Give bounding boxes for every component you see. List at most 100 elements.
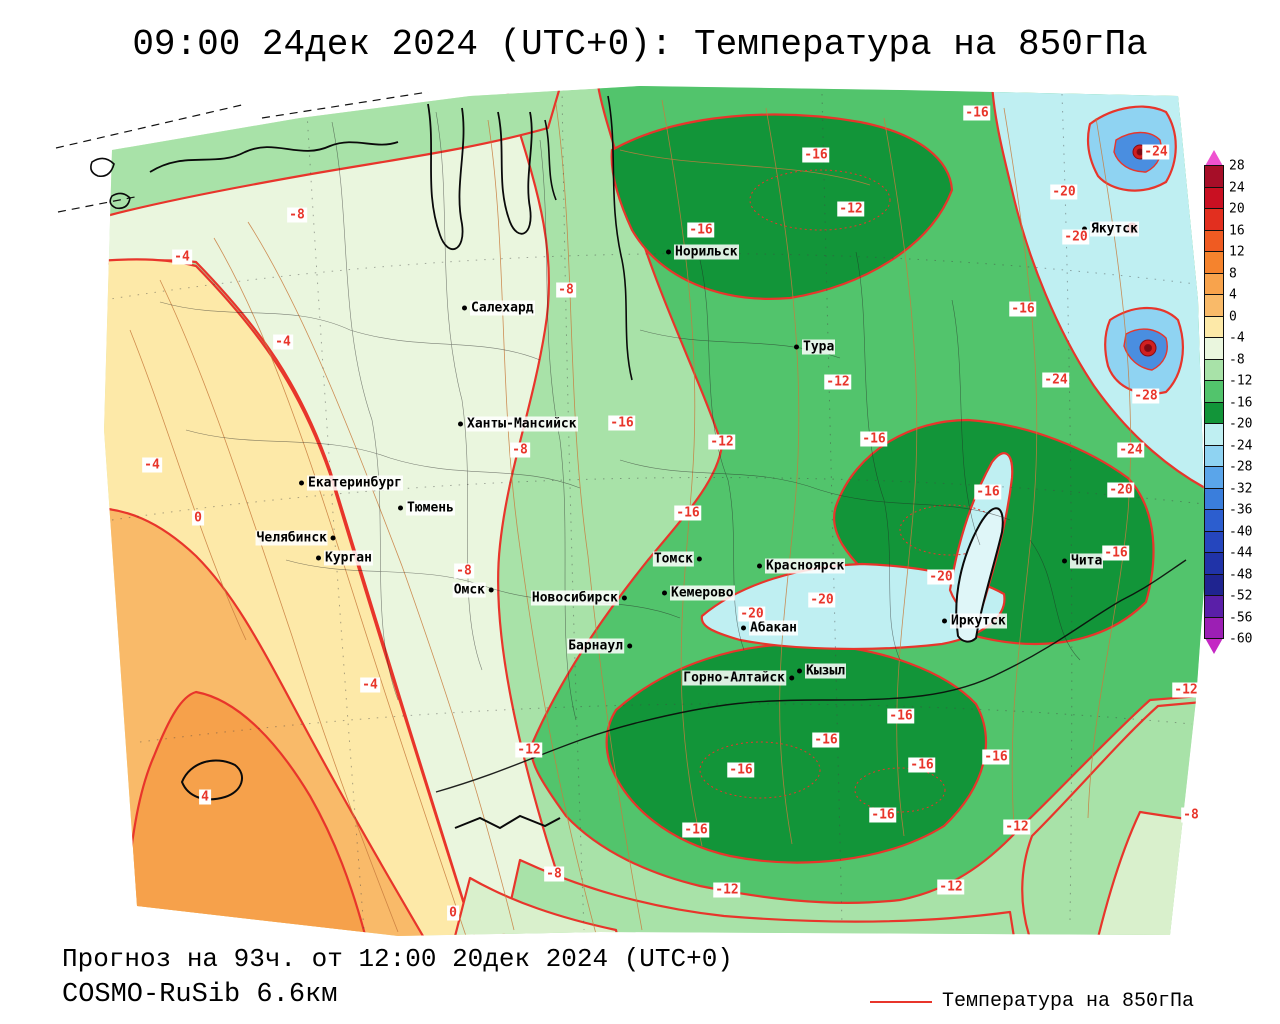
colorbar-cell <box>1205 402 1223 424</box>
colorbar-tick-label: 24 <box>1229 180 1245 195</box>
city-marker: Кемерово <box>662 585 735 601</box>
temp-contour-label: -24 <box>1142 144 1170 160</box>
city-marker: Абакан <box>741 620 798 636</box>
colorbar-cell <box>1205 252 1223 274</box>
coastline-layer <box>90 95 1004 830</box>
city-label: Абакан <box>749 620 798 636</box>
colorbar-tick-label: -32 <box>1229 481 1253 496</box>
temp-contour-label: 0 <box>447 905 459 921</box>
temp-contour-label: -12 <box>837 201 865 217</box>
colorbar-tick-label: 16 <box>1229 223 1245 238</box>
city-marker: Якутск <box>1082 221 1139 237</box>
city-label: Иркутск <box>950 613 1007 629</box>
temp-contour-label: -12 <box>1172 682 1200 698</box>
city-dot <box>1082 226 1087 232</box>
city-marker: Ханты-Мансийск <box>458 416 578 432</box>
city-dot <box>299 480 304 486</box>
city-marker: Челябинск <box>255 530 336 546</box>
colorbar-tick-label: -8 <box>1229 352 1245 367</box>
colorbar-cell <box>1205 187 1223 209</box>
temp-contour-label: -20 <box>808 592 836 608</box>
colorbar-tick-label: -12 <box>1229 373 1253 389</box>
colorbar-cell <box>1205 209 1223 231</box>
temp-contour-label: -20 <box>1062 229 1090 245</box>
colorbar-cell <box>1205 338 1223 360</box>
city-label: Горно-Алтайск <box>682 670 786 686</box>
city-marker: Томск <box>652 551 702 567</box>
city-marker: Норильск <box>666 244 739 260</box>
colorbar-tick-label: -48 <box>1229 567 1253 582</box>
colorbar-tick-label: 28 <box>1229 158 1245 174</box>
city-label: Кемерово <box>670 585 735 601</box>
zone-pale-green <box>104 86 584 936</box>
colorbar-tick-label: -4 <box>1229 330 1245 346</box>
city-label: Екатеринбург <box>307 475 403 491</box>
city-marker: Тюмень <box>398 500 455 516</box>
city-label: Новосибирск <box>530 590 619 606</box>
city-label: Чита <box>1070 553 1104 569</box>
colorbar-tick-label: 8 <box>1229 266 1237 281</box>
temp-contour-label: -20 <box>1107 482 1135 498</box>
city-dot <box>666 249 671 255</box>
city-label: Кызыл <box>805 663 847 679</box>
city-dot <box>627 643 632 649</box>
temp-contour-label: -12 <box>1003 819 1031 835</box>
city-dot <box>458 421 463 427</box>
temp-contour-label: -20 <box>738 606 766 622</box>
temp-contour-label: 4 <box>199 789 211 805</box>
city-dot <box>331 535 336 541</box>
legend-line-sample <box>869 1000 932 1003</box>
city-marker: Екатеринбург <box>299 475 403 491</box>
colorbar-tick-label: -28 <box>1229 459 1253 475</box>
colorbar-cell <box>1205 381 1223 403</box>
colorbar-cell <box>1205 596 1223 618</box>
colorbar-cell <box>1205 574 1223 596</box>
temp-contour-label: -16 <box>1102 545 1130 561</box>
legend: Температура на 850гПа <box>869 990 1194 1013</box>
zone-cyan-northeast <box>990 86 1206 500</box>
colorbar-cell <box>1205 445 1223 467</box>
temp-contour-label: -20 <box>1050 184 1078 200</box>
city-dot <box>697 556 702 562</box>
city-marker: Кызыл <box>797 663 847 679</box>
colorbar-tick-label: -16 <box>1229 395 1253 410</box>
city-label: Курган <box>324 550 373 566</box>
temp-contour-label: -16 <box>869 807 897 823</box>
temp-contour-label: -8 <box>287 207 307 223</box>
colorbar-cell <box>1205 553 1223 575</box>
city-label: Челябинск <box>255 530 328 546</box>
temp-contour-label: -4 <box>273 334 293 350</box>
temp-contour-label: -12 <box>713 882 741 898</box>
city-dot <box>398 505 403 511</box>
city-dot <box>1062 558 1067 564</box>
city-marker: Курган <box>316 550 373 566</box>
temp-contour-label: -16 <box>727 762 755 778</box>
temp-contour-label: -12 <box>824 374 852 390</box>
temp-contour-label: -4 <box>360 677 380 693</box>
colorbar-tick-label: 12 <box>1229 244 1245 260</box>
colorbar-cell <box>1205 316 1223 338</box>
colorbar-cell <box>1205 467 1223 489</box>
zone-bottom-light-green <box>498 858 1018 936</box>
colorbar-cell <box>1205 359 1223 381</box>
city-dot <box>794 344 799 350</box>
city-label: Тура <box>802 339 836 355</box>
colorbar-tick-label: 4 <box>1229 287 1237 303</box>
colorbar-tick-label: -60 <box>1229 631 1253 647</box>
colorbar-arrow-down <box>1205 638 1223 654</box>
colorbar-tick-label: -24 <box>1229 438 1253 453</box>
colorbar-arrow-up <box>1205 150 1223 166</box>
city-label: Салехард <box>470 300 535 316</box>
graticule-dotted <box>104 87 1205 931</box>
city-dot <box>489 587 494 593</box>
colorbar-tick-label: -20 <box>1229 416 1253 432</box>
city-marker: Новосибирск <box>530 590 627 606</box>
city-dot <box>462 305 467 311</box>
city-dot <box>789 675 794 681</box>
temp-contour-label: -16 <box>982 749 1010 765</box>
legend-label: Температура на 850гПа <box>941 990 1194 1013</box>
city-marker: Красноярск <box>757 558 846 574</box>
city-marker: Салехард <box>462 300 535 316</box>
colorbar: 28 24 20 16 12 8 4 0 -4 -8 -12 -16 -20 -24 -28 -32 -36 -4… <box>1204 150 1252 654</box>
city-label: Красноярск <box>765 558 846 574</box>
